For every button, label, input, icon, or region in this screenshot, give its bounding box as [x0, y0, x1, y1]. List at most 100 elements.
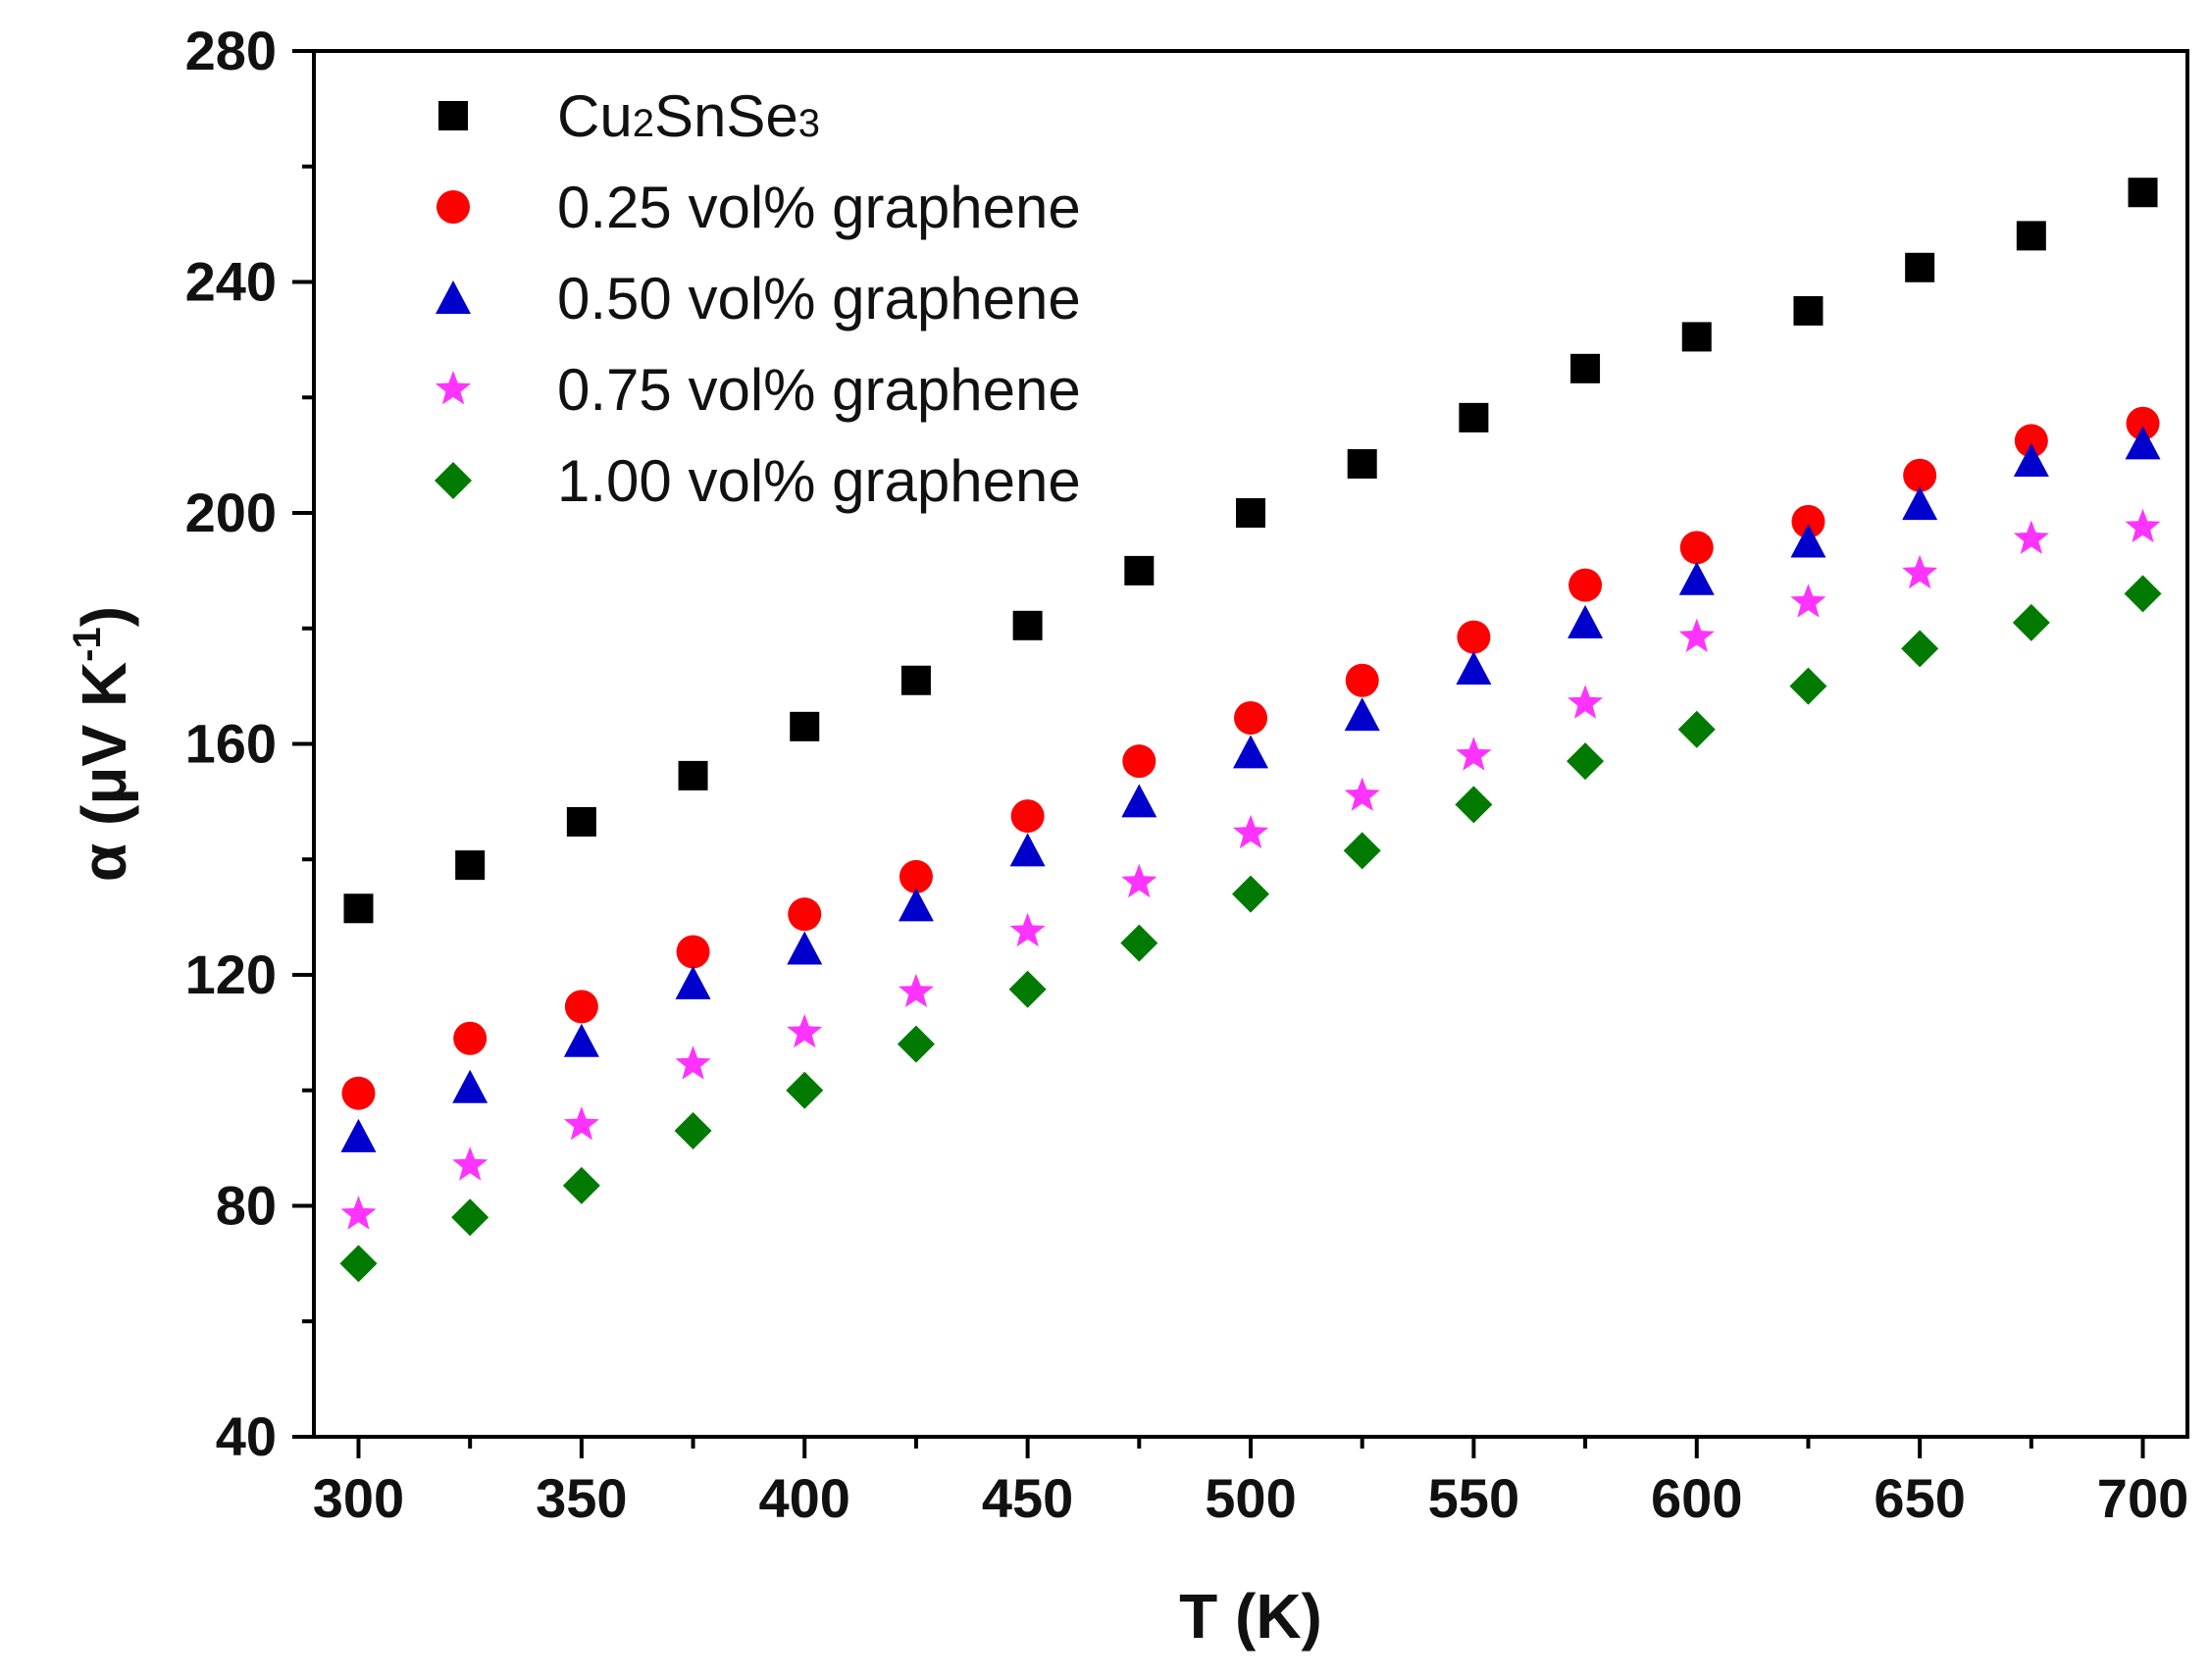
data-point [1233, 735, 1268, 769]
x-tick-label: 350 [536, 1467, 627, 1529]
data-point [1903, 458, 1937, 492]
data-point [1009, 833, 1046, 867]
data-point [786, 1071, 824, 1109]
data-point [2125, 426, 2161, 460]
data-point [563, 1106, 599, 1141]
data-point [1902, 554, 1938, 589]
data-point [1457, 620, 1491, 654]
data-point [566, 806, 596, 837]
data-point [2125, 508, 2161, 543]
y-tick-label: 120 [185, 943, 277, 1005]
data-point [343, 893, 374, 924]
data-point [451, 1198, 489, 1237]
data-point [2012, 603, 2050, 641]
data-point [1901, 630, 1939, 668]
legend-entry: 1.00 vol% graphene [435, 448, 1081, 514]
data-point [1905, 252, 1935, 282]
legend-marker [437, 190, 470, 224]
data-point [898, 973, 934, 1007]
ticks: 300 350 400 450 500 550 600 650 700 40 80 120 160 200… [185, 20, 2189, 1529]
data-point [1347, 448, 1377, 479]
data-point [674, 1111, 712, 1149]
x-tick-label: 450 [982, 1467, 1073, 1529]
data-point [1008, 970, 1047, 1008]
data-point [788, 897, 822, 932]
data-point [1902, 486, 1938, 521]
data-point [1679, 531, 1714, 565]
data-point [1122, 744, 1156, 779]
x-tick-label: 500 [1205, 1467, 1296, 1529]
data-point [340, 1118, 377, 1152]
y-axis-title-superscript: -1 [66, 627, 109, 662]
data-point [1681, 322, 1712, 352]
data-points [339, 178, 2162, 1283]
data-point [453, 1021, 488, 1055]
y-tick-label: 160 [185, 713, 277, 775]
y-tick-label: 240 [185, 251, 277, 313]
data-point [787, 1013, 823, 1048]
x-axis-title: T (K) [1179, 1581, 1322, 1652]
data-point [1124, 555, 1155, 585]
data-point [790, 711, 820, 741]
data-point [340, 1196, 377, 1230]
legend-marker [435, 462, 472, 499]
y-tick-label: 80 [216, 1175, 277, 1237]
data-point [898, 888, 934, 922]
y-tick-label: 200 [185, 482, 277, 543]
y-axis-title-suffix: ) [69, 606, 139, 627]
data-point [1678, 561, 1715, 595]
data-point [1570, 353, 1601, 383]
legend-entry: Cu2SnSe3 [438, 83, 820, 149]
data-point [1009, 912, 1046, 947]
y-tick-label: 280 [185, 20, 277, 81]
data-point [1456, 737, 1492, 771]
data-point [2013, 443, 2049, 478]
legend-label-part: Cu [557, 83, 633, 149]
data-point [1791, 504, 1825, 538]
data-point [678, 760, 708, 790]
series-circle [341, 406, 2160, 1110]
data-point [563, 1023, 599, 1057]
data-point [1793, 295, 1824, 326]
data-point [1456, 650, 1492, 685]
legend-marker [436, 280, 471, 314]
y-tick-label: 40 [216, 1405, 277, 1467]
data-point [2014, 424, 2048, 458]
legend-label: 0.25 vol% graphene [557, 175, 1081, 240]
data-point [1678, 618, 1715, 652]
axis-titles: T (K) α (μV K-1) [66, 606, 1322, 1652]
data-point [1343, 832, 1381, 870]
data-point [2128, 178, 2158, 208]
legend-label: 1.00 vol% graphene [557, 448, 1081, 514]
data-point [787, 931, 823, 965]
data-point [564, 990, 598, 1024]
data-point [1012, 610, 1043, 640]
data-point [2016, 221, 2046, 251]
data-point [1568, 685, 1604, 719]
legend-label: Cu2SnSe3 [557, 83, 820, 149]
data-point [1344, 697, 1380, 732]
data-point [1121, 784, 1157, 818]
y-axis-title: α (μV K-1) [66, 606, 139, 882]
legend-label-part: 3 [798, 102, 820, 145]
data-point [455, 850, 486, 881]
x-tick-label: 700 [2097, 1467, 2188, 1529]
series-star [340, 508, 2161, 1230]
data-point [675, 965, 711, 999]
data-point [339, 1245, 378, 1283]
data-point [676, 935, 710, 969]
data-point [897, 1025, 935, 1063]
data-point [2013, 520, 2049, 554]
data-point [675, 1045, 711, 1080]
x-tick-label: 400 [759, 1467, 850, 1529]
data-point [341, 1076, 376, 1110]
legend-label-part: 1.00 vol% graphene [557, 448, 1081, 514]
legend-label-part: 0.25 vol% graphene [557, 175, 1081, 240]
legend-label-part: SnSe [654, 83, 798, 149]
legend-marker [435, 371, 472, 405]
data-point [1567, 742, 1605, 781]
legend-entry: 0.75 vol% graphene [435, 357, 1081, 423]
data-point [899, 859, 933, 893]
legend-label: 0.75 vol% graphene [557, 357, 1081, 423]
